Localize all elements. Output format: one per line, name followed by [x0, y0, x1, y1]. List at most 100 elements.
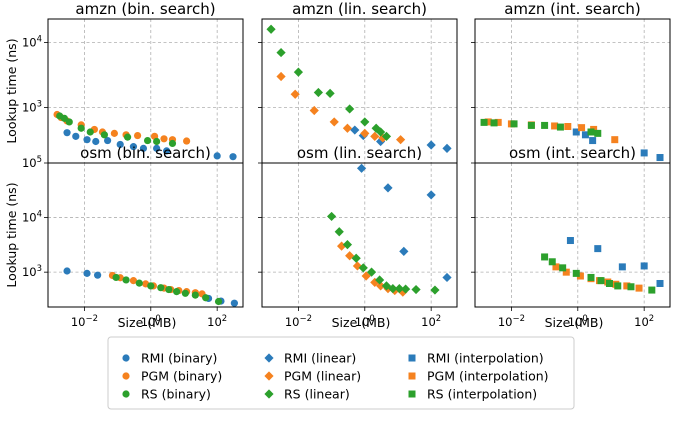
x-tick-label: 10−2 — [498, 314, 525, 329]
x-axis-label-col1: Size (MB) — [118, 315, 177, 330]
data-point-pgm — [160, 135, 168, 143]
legend-item: PGM (linear) — [264, 369, 361, 384]
data-point-rmi — [350, 125, 360, 135]
data-point-rmi — [572, 128, 580, 136]
data-point-rs — [541, 121, 549, 129]
data-point-pgm — [342, 123, 353, 133]
panel-1: 103 104 amzn (bin. search) — [22, 0, 244, 167]
data-point-rs — [394, 283, 404, 294]
x-tick-label: 102 — [207, 314, 227, 329]
data-point-pgm — [562, 268, 570, 276]
data-point-rs — [587, 128, 595, 136]
data-point-rs — [510, 120, 518, 128]
data-point-rs — [614, 282, 622, 290]
data-point-rmi — [213, 152, 221, 160]
data-point-rs — [480, 118, 488, 126]
legend-item: RMI (interpolation) — [408, 351, 544, 366]
data-point-rmi — [581, 131, 589, 139]
data-point-rs — [587, 273, 595, 281]
data-point-rmi — [63, 129, 71, 137]
data-point-rs — [168, 139, 177, 148]
y-axis-label-bottom: Lookup time (ns) — [4, 182, 19, 287]
data-point-rs — [181, 289, 189, 297]
panel-title: osm (int. search) — [509, 144, 636, 162]
data-point-rs — [351, 253, 361, 263]
data-point-rmi — [618, 263, 626, 271]
legend-label: RMI (interpolation) — [427, 351, 544, 366]
data-point-rs — [490, 119, 498, 127]
data-point-pgm — [398, 287, 408, 297]
data-point-rs — [122, 276, 130, 284]
data-point-pgm — [183, 137, 191, 145]
panel-title: amzn (bin. search) — [75, 0, 215, 18]
data-point-rs — [266, 24, 276, 34]
panel-3: amzn (int. search) — [471, 0, 671, 167]
data-point-rs — [605, 279, 613, 287]
data-point-rs — [376, 127, 386, 137]
data-point-rmi — [383, 183, 393, 193]
data-point-rs — [360, 117, 370, 127]
data-point-rs — [527, 121, 535, 129]
data-point-rs — [100, 131, 108, 139]
data-point-rs — [375, 275, 385, 285]
data-point-pgm — [336, 241, 347, 251]
legend: RMI (binary) PGM (binary) RS (binary) RMI (… — [107, 336, 575, 410]
data-point-rs — [147, 282, 155, 290]
data-point-rs — [135, 279, 143, 287]
data-point-rmi — [163, 147, 171, 155]
panel-title: osm (bin. search) — [80, 144, 211, 162]
data-point-pgm — [133, 131, 142, 140]
legend-marker-pgm — [408, 372, 416, 380]
plot-area — [262, 163, 457, 307]
data-point-rmi — [376, 136, 386, 147]
data-point-rmi — [442, 272, 452, 283]
data-point-rs — [276, 47, 286, 58]
data-point-rmi — [594, 245, 602, 253]
data-point-rmi — [116, 140, 124, 149]
data-point-rmi — [656, 154, 664, 162]
legend-frame — [107, 336, 575, 410]
data-point-rmi — [566, 237, 574, 245]
data-point-rmi — [104, 136, 112, 145]
data-point-rs — [153, 137, 161, 146]
data-point-rmi — [399, 246, 409, 257]
legend-marker-rs — [264, 389, 274, 399]
legend-item: RS (linear) — [264, 387, 350, 402]
axes-frame — [47, 162, 244, 308]
data-point-rs — [293, 67, 304, 77]
data-point-pgm — [360, 128, 370, 138]
plot-area — [262, 19, 457, 163]
data-point-pgm — [551, 122, 559, 130]
data-point-rmi — [63, 267, 71, 275]
legend-label: RMI (binary) — [141, 351, 217, 366]
data-point-rs — [173, 288, 181, 296]
data-point-rs — [556, 123, 564, 131]
data-point-rmi — [426, 190, 436, 200]
data-point-rs — [594, 129, 602, 137]
data-point-rmi — [640, 262, 648, 270]
data-point-pgm — [576, 272, 584, 280]
data-point-rs — [191, 291, 199, 299]
legend-label: PGM (binary) — [141, 369, 222, 384]
data-point-pgm — [110, 129, 118, 137]
y-axis-label-top: Lookup time (ns) — [4, 38, 19, 143]
y-tick-label: 103 — [22, 100, 42, 115]
legend-item: RS (binary) — [122, 387, 211, 402]
legend-label: RS (binary) — [141, 387, 211, 402]
legend-label: PGM (linear) — [284, 369, 361, 384]
legend-label: RMI (linear) — [284, 351, 356, 366]
legend-marker-rmi — [264, 353, 274, 363]
data-point-rs — [77, 124, 85, 132]
x-tick-label: 10−2 — [285, 314, 312, 329]
data-point-rs — [541, 253, 549, 261]
data-point-rs — [559, 264, 567, 272]
data-point-rs — [123, 133, 132, 141]
data-point-pgm — [361, 271, 371, 281]
data-point-rmi — [83, 269, 91, 277]
plot-area — [475, 19, 670, 163]
data-point-rs — [388, 283, 398, 294]
data-point-pgm — [129, 277, 138, 285]
